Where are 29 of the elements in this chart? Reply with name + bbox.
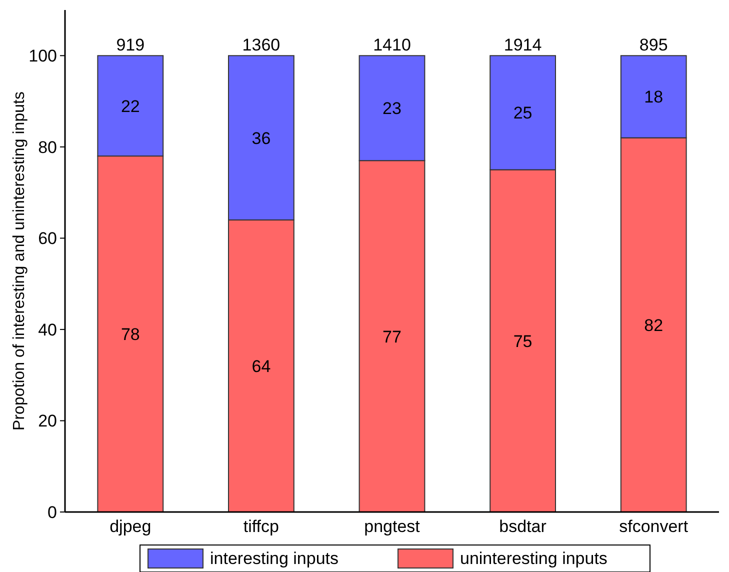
y-tick-label: 40 bbox=[38, 320, 57, 340]
y-tick-label: 60 bbox=[38, 229, 57, 248]
x-tick-label: bsdtar bbox=[499, 517, 547, 536]
annotation: 1914 bbox=[504, 36, 542, 55]
data-label: 75 bbox=[513, 332, 532, 351]
data-label: 78 bbox=[120, 325, 140, 344]
x-tick-label: djpeg bbox=[110, 517, 152, 536]
y-tick-label: 0 bbox=[48, 503, 57, 522]
x-tick-label: tiffcp bbox=[243, 517, 279, 536]
data-label: 77 bbox=[382, 327, 402, 346]
annotation: 1410 bbox=[373, 36, 411, 55]
data-label: 22 bbox=[120, 96, 140, 116]
legend-label: uninteresting inputs bbox=[460, 549, 608, 568]
y-tick-label: 20 bbox=[38, 412, 57, 431]
x-tick-label: pngtest bbox=[364, 517, 420, 536]
y-tick-label: 100 bbox=[28, 46, 57, 66]
data-label: 64 bbox=[252, 356, 271, 376]
x-tick-label: sfconvert bbox=[619, 517, 688, 536]
y-axis-title: Propotion of interesting and uninteresting inputs bbox=[11, 92, 28, 430]
data-label: 23 bbox=[382, 99, 402, 118]
annotation: 919 bbox=[116, 36, 145, 55]
data-label: 18 bbox=[644, 88, 664, 107]
annotation: 895 bbox=[639, 36, 668, 55]
y-tick-label: 80 bbox=[38, 138, 57, 157]
data-label: 25 bbox=[513, 104, 532, 123]
legend-label: interesting inputs bbox=[210, 549, 339, 568]
data-label: 82 bbox=[644, 316, 664, 335]
data-label: 36 bbox=[252, 128, 271, 148]
annotation: 1360 bbox=[242, 36, 280, 55]
